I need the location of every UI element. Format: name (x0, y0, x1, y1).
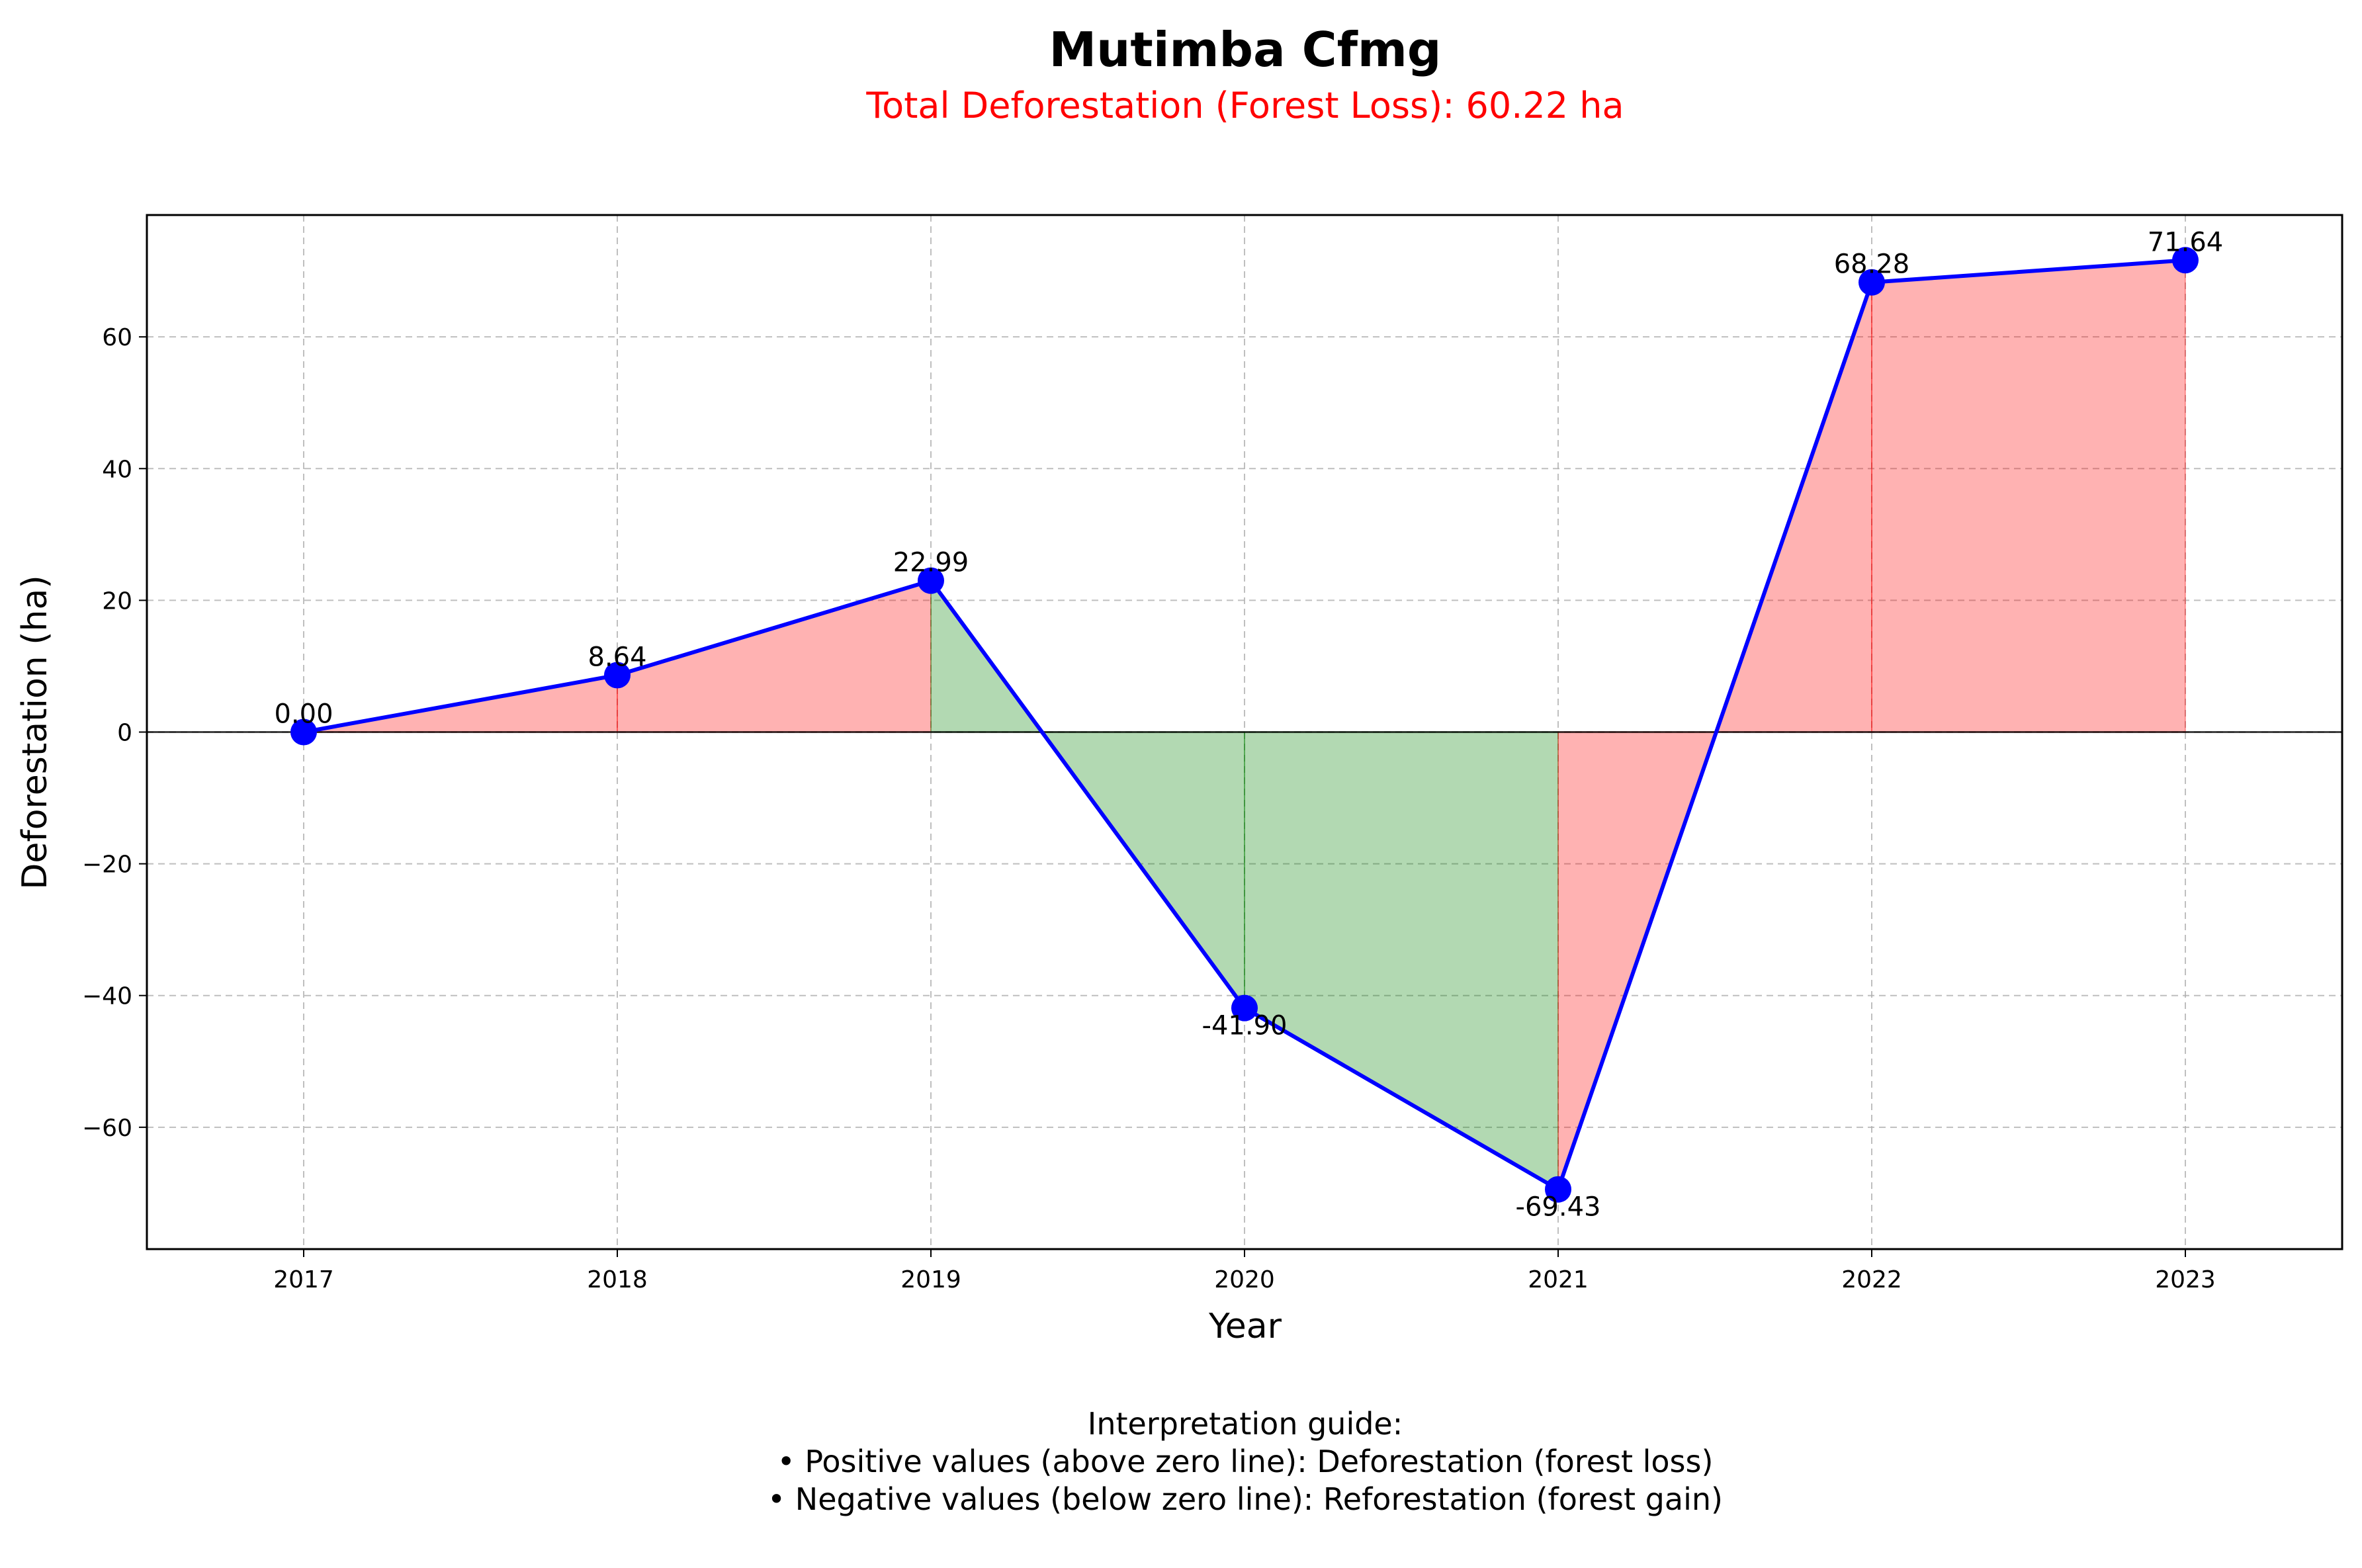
data-label: -69.43 (1516, 1192, 1601, 1223)
data-label: 71.64 (2148, 227, 2224, 257)
x-tick-label: 2022 (1841, 1266, 1902, 1293)
x-tick-label: 2018 (587, 1266, 648, 1293)
chart-title: Mutimba Cfmg (1049, 22, 1442, 77)
data-point (1859, 269, 1885, 296)
x-tick-label: 2017 (273, 1266, 334, 1293)
y-tick-label: −60 (82, 1115, 132, 1142)
y-tick-label: 0 (117, 720, 132, 747)
guide-line-negative: • Negative values (below zero line): Ref… (767, 1481, 1723, 1517)
data-point (918, 567, 944, 594)
markers (290, 247, 2199, 1203)
chart-subtitle: Total Deforestation (Forest Loss): 60.22… (865, 85, 1624, 126)
x-tick-label: 2020 (1214, 1266, 1275, 1293)
x-axis-label: Year (1208, 1307, 1282, 1346)
data-point (2172, 247, 2199, 274)
data-point (290, 719, 317, 746)
data-label: -41.90 (1202, 1011, 1288, 1041)
fill-area-segment (1871, 259, 2186, 733)
data-point (1545, 1176, 1571, 1203)
y-tick-label: −40 (82, 983, 132, 1010)
data-labels: 0.00 8.64 22.99 -41.90 -69.43 68.28 71.64 (274, 227, 2223, 1222)
guide-line-positive: • Positive values (above zero line): Def… (777, 1444, 1714, 1479)
data-label: 8.64 (588, 642, 646, 672)
x-tick-label: 2023 (2155, 1266, 2216, 1293)
ticks: 2017 2018 2019 2020 2021 2022 2023 −60 −40 −20 0 20… (82, 324, 2216, 1293)
data-point (1231, 994, 1258, 1022)
y-tick-label: 40 (102, 456, 132, 483)
fill-area-segment (617, 580, 932, 733)
data-label: 68.28 (1834, 249, 1910, 280)
y-tick-label: −20 (82, 851, 132, 879)
fill-area-segment (1244, 731, 1559, 1191)
y-tick-label: 20 (102, 588, 132, 615)
y-axis-label: Deforestation (ha) (15, 575, 55, 889)
guide-heading: Interpretation guide: (1088, 1406, 1403, 1442)
y-tick-label: 60 (102, 324, 132, 351)
data-point (604, 662, 631, 689)
data-label: 22.99 (893, 548, 969, 578)
data-label: 0.00 (274, 699, 333, 730)
x-tick-label: 2021 (1528, 1266, 1589, 1293)
x-tick-label: 2019 (900, 1266, 961, 1293)
